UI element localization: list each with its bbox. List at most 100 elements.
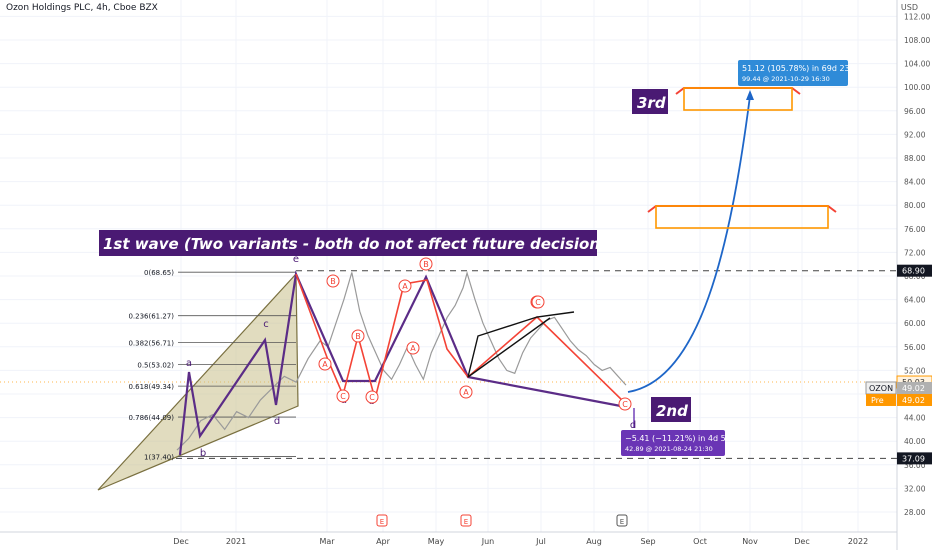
x-tick-label: Jul bbox=[535, 537, 546, 546]
level-bottom-tag-text: 37.09 bbox=[902, 454, 925, 463]
level-bottom-tag bbox=[897, 452, 932, 465]
y-tick-label: 88.00 bbox=[904, 154, 926, 163]
wave-letter: a bbox=[186, 358, 192, 369]
level-top-tag bbox=[897, 264, 932, 277]
x-tick-label: 2021 bbox=[226, 537, 246, 546]
y-tick-label: 36.00 bbox=[904, 461, 926, 470]
target-zone-box bbox=[655, 205, 829, 229]
y-tick-label: 28.00 bbox=[904, 508, 926, 517]
x-tick-label: Aug bbox=[586, 537, 602, 546]
y-tick-label: 60.00 bbox=[904, 319, 926, 328]
circled-wave-letter: B bbox=[423, 260, 429, 269]
circled-wave-letter: A bbox=[463, 388, 469, 397]
fib-level-label: 0(68.65) bbox=[144, 269, 174, 277]
circled-wave-marker bbox=[318, 357, 332, 371]
ticker-tag-text: OZON bbox=[869, 384, 893, 393]
target-zone-red-edge bbox=[675, 87, 801, 95]
wave-letter: e bbox=[293, 254, 299, 265]
down-measure-box bbox=[621, 430, 725, 456]
level-top-tag-text: 68.90 bbox=[902, 267, 925, 276]
pre-market-tag-text: Pre bbox=[871, 396, 884, 405]
circled-wave-marker bbox=[406, 341, 420, 355]
circled-wave-marker bbox=[419, 257, 433, 271]
circled-wave-letter: C bbox=[369, 393, 375, 402]
down-measure-line2: 42.89 @ 2021-08-24 21:30 bbox=[625, 445, 713, 453]
callout-3rd-text: 3rd bbox=[637, 94, 666, 112]
circled-wave-marker bbox=[351, 329, 365, 343]
title-banner-text: 1st wave (Two variants - both do not aff… bbox=[103, 235, 616, 253]
y-tick-label: 96.00 bbox=[904, 107, 926, 116]
earnings-marker bbox=[376, 514, 388, 527]
circled-wave-letter: C bbox=[340, 392, 346, 401]
down-measure-line1: −5.41 (−11.21%) in 4d 5h bbox=[625, 434, 731, 443]
y-tick-label: 76.00 bbox=[904, 225, 926, 234]
y-tick-label: 80.00 bbox=[904, 201, 926, 210]
symbol-title: Ozon Holdings PLC, 4h, Cboe BZX bbox=[6, 3, 158, 13]
circled-wave-marker bbox=[398, 279, 412, 293]
circled-wave-marker bbox=[531, 295, 545, 309]
fib-level-label: 0.786(44.09) bbox=[128, 414, 174, 422]
earnings-marker-label: E bbox=[380, 518, 384, 526]
black-wedge-lower bbox=[467, 317, 551, 378]
up-measure-line1: 51.12 (105.78%) in 69d 23h bbox=[742, 64, 855, 73]
circled-wave-letter: A bbox=[322, 360, 328, 369]
wave-letter: c bbox=[263, 319, 269, 330]
x-tick-label: Mar bbox=[319, 537, 335, 546]
callout-2nd-text: 2nd bbox=[656, 402, 688, 420]
y-tick-label: 64.00 bbox=[904, 296, 926, 305]
y-tick-label: 72.00 bbox=[904, 248, 926, 257]
target-zone-box bbox=[683, 87, 793, 111]
circled-wave-marker bbox=[459, 385, 473, 399]
x-tick-label: 2022 bbox=[848, 537, 868, 546]
y-tick-label: 104.00 bbox=[904, 60, 930, 69]
pre-price-tag bbox=[897, 393, 932, 406]
wave-letter: d bbox=[274, 416, 280, 427]
callout-3rd-bg bbox=[632, 89, 668, 114]
up-measure-line2: 99.44 @ 2021-10-29 16:30 bbox=[742, 75, 830, 83]
circled-wave-letter: B bbox=[355, 332, 361, 341]
circled-wave-letter: A bbox=[402, 282, 408, 291]
black-wedge-upper bbox=[467, 311, 575, 378]
pre-market-tag bbox=[866, 393, 896, 406]
price-tag bbox=[897, 381, 932, 394]
circled-wave-letter: C bbox=[622, 400, 628, 409]
circled-wave-marker bbox=[365, 390, 379, 404]
fib-level-label: 0.382(56.71) bbox=[128, 340, 174, 348]
price-series-line bbox=[176, 270, 627, 451]
x-tick-label: Sep bbox=[640, 537, 655, 546]
x-tick-label: Oct bbox=[693, 537, 707, 546]
circled-wave-marker bbox=[326, 274, 340, 288]
x-tick-label: Apr bbox=[376, 537, 391, 546]
x-tick-label: Dec bbox=[794, 537, 809, 546]
wedge-pattern bbox=[97, 272, 299, 491]
x-tick-label: Dec bbox=[173, 537, 188, 546]
price-tag-text: 49.02 bbox=[902, 384, 925, 393]
circled-wave-marker bbox=[618, 397, 632, 411]
y-tick-label: 44.00 bbox=[904, 414, 926, 423]
target-zone-red-edge bbox=[647, 205, 837, 213]
forecast-curve bbox=[627, 95, 751, 393]
x-tick-label: Jun bbox=[481, 537, 495, 546]
circled-wave-letter: A bbox=[410, 344, 416, 353]
y-tick-label: 92.00 bbox=[904, 130, 926, 139]
pre-price-tag-text: 49.02 bbox=[902, 396, 925, 405]
earnings-marker bbox=[460, 514, 472, 527]
forecast-arrowhead bbox=[746, 90, 754, 100]
y-tick-label: 84.00 bbox=[904, 178, 926, 187]
circled-wave-letter: B bbox=[330, 277, 336, 286]
fib-level-label: 0.236(61.27) bbox=[128, 313, 174, 321]
x-tick-label: May bbox=[428, 537, 445, 546]
x-tick-label: Nov bbox=[742, 537, 758, 546]
fib-level-label: 0.5(53.02) bbox=[137, 361, 174, 369]
wave-letter: d bbox=[630, 420, 636, 431]
wave-letter: b bbox=[200, 448, 206, 459]
y-tick-label: 112.00 bbox=[904, 12, 930, 21]
callout-2nd-bg bbox=[651, 397, 691, 422]
y-tick-label: 108.00 bbox=[904, 36, 930, 45]
fib-level-label: 1(37.40) bbox=[144, 454, 174, 462]
earnings-marker-label: E bbox=[464, 518, 468, 526]
y-tick-label: 52.00 bbox=[904, 366, 926, 375]
circled-wave-letter: C bbox=[535, 298, 541, 307]
